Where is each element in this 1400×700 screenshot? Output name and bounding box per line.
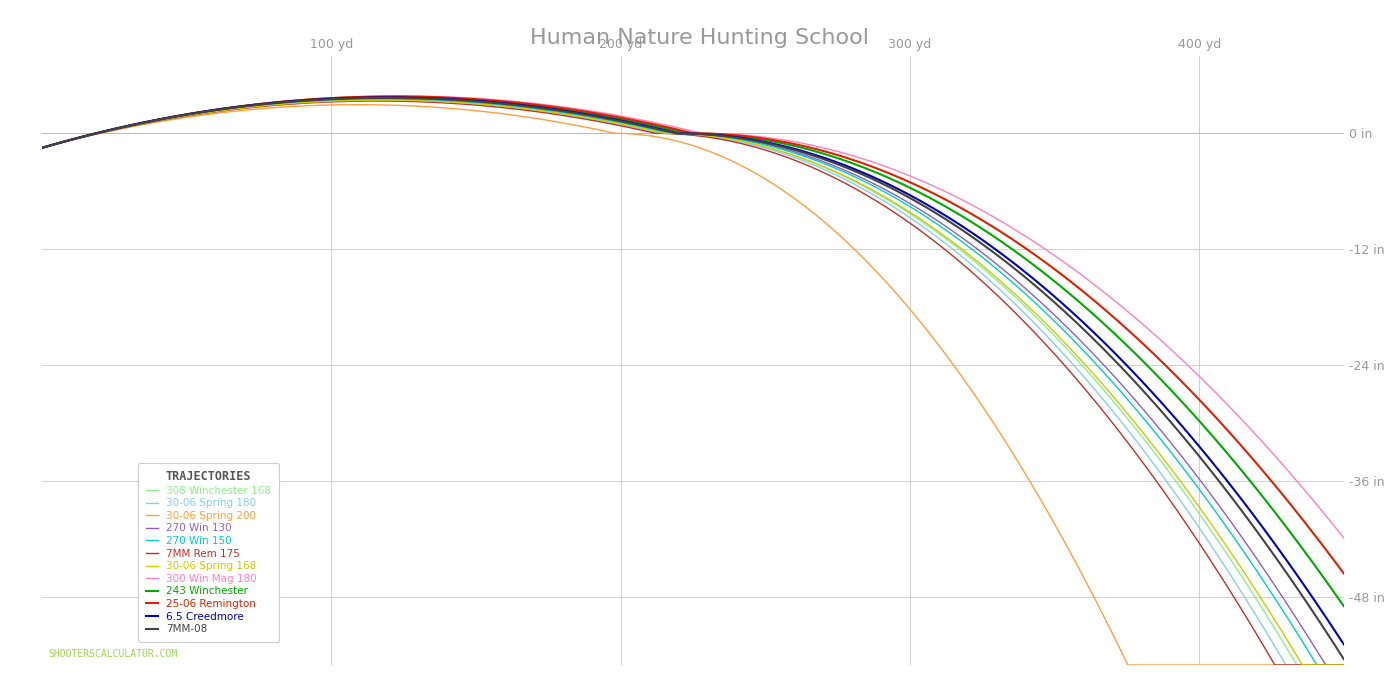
Text: SHOOTERSCALCULATOR.COM: SHOOTERSCALCULATOR.COM xyxy=(49,649,178,659)
Text: Human Nature Hunting School: Human Nature Hunting School xyxy=(531,28,869,48)
Legend: 308 Winchester 168, 30-06 Spring 180, 30-06 Spring 200, 270 Win 130, 270 Win 150: 308 Winchester 168, 30-06 Spring 180, 30… xyxy=(139,463,279,641)
